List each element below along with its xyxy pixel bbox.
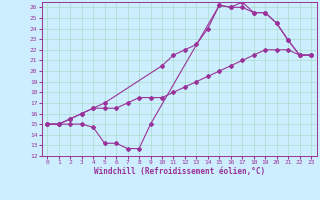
X-axis label: Windchill (Refroidissement éolien,°C): Windchill (Refroidissement éolien,°C) — [94, 167, 265, 176]
